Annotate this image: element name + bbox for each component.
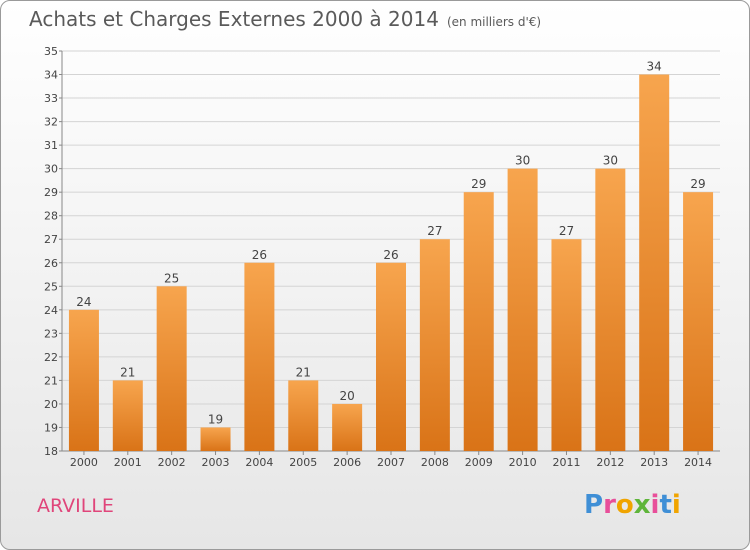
y-tick-label: 20 [44, 398, 58, 411]
x-tick-labels: 2000 2001 2002 2003 2004 2005 2006 2007 2008 2009… [70, 456, 712, 469]
data-label: 24 [76, 295, 91, 309]
data-label: 19 [208, 412, 223, 426]
data-label: 21 [120, 365, 135, 379]
x-tick-label: 2004 [245, 456, 273, 469]
bar [463, 192, 494, 452]
bar [595, 168, 626, 451]
data-label: 34 [647, 60, 662, 74]
y-tick-label: 29 [44, 186, 58, 199]
data-label: 25 [164, 271, 179, 285]
bar [200, 427, 231, 451]
data-label: 30 [603, 154, 618, 168]
x-tick-label: 2003 [202, 456, 230, 469]
chart-unit-note: (en milliers d'€) [446, 15, 542, 29]
bar [156, 286, 187, 451]
y-tick-label: 21 [44, 374, 58, 387]
logo-letter: o [615, 490, 634, 520]
y-tick-label: 24 [44, 304, 58, 317]
y-tick-label: 27 [44, 233, 58, 246]
x-tick-label: 2011 [552, 456, 580, 469]
y-tick-label: 22 [44, 351, 58, 364]
logo-letter: r [603, 490, 616, 520]
proxiti-logo[interactable]: Proxiti [584, 490, 681, 520]
chart-title-block: Achats et Charges Externes 2000 à 2014 (e… [29, 7, 541, 31]
logo-letter: i [650, 490, 660, 520]
x-tick-label: 2008 [421, 456, 449, 469]
data-label: 26 [252, 248, 267, 262]
y-tick-label: 33 [44, 92, 58, 105]
bar [507, 168, 538, 451]
x-tick-label: 2014 [684, 456, 712, 469]
x-tick-label: 2010 [509, 456, 537, 469]
bar [332, 403, 363, 451]
data-label: 29 [690, 177, 705, 191]
y-tick-label: 31 [44, 139, 58, 152]
x-tick-label: 2006 [333, 456, 361, 469]
x-tick-label: 2002 [158, 456, 186, 469]
logo-letter: i [671, 490, 681, 520]
logo-letter: P [584, 490, 604, 520]
y-tick-label: 28 [44, 210, 58, 223]
y-tick-label: 35 [44, 45, 58, 58]
data-label: 29 [471, 177, 486, 191]
bar [551, 239, 582, 451]
data-label: 30 [515, 154, 530, 168]
y-tick-label: 23 [44, 327, 58, 340]
bar [639, 74, 670, 451]
logo-letter: t [659, 490, 672, 520]
bar [683, 192, 714, 452]
data-labels: 24 21 25 19 26 21 20 26 27 29 30 27 30 34 29 [76, 60, 705, 427]
logo-letter: x [633, 490, 651, 520]
commune-name: ARVILLE [37, 495, 114, 517]
bar [288, 380, 319, 451]
y-tick-label: 34 [44, 69, 58, 82]
data-label: 20 [339, 389, 354, 403]
bar [376, 262, 406, 451]
chart-title: Achats et Charges Externes 2000 à 2014 [29, 7, 439, 31]
y-tick-label: 32 [44, 116, 58, 129]
y-tick-label: 30 [44, 163, 58, 176]
x-tick-label: 2007 [377, 456, 405, 469]
bar [68, 309, 99, 451]
x-tick-label: 2005 [289, 456, 317, 469]
bars [68, 74, 714, 452]
y-tick-label: 19 [44, 421, 58, 434]
y-tick-labels: 18 19 20 21 22 23 24 25 26 27 28 29 30 31 32 33 34 35 [44, 45, 58, 458]
y-tick-label: 18 [44, 445, 58, 458]
data-label: 27 [559, 224, 574, 238]
data-label: 26 [383, 248, 398, 262]
x-tick-label: 2012 [596, 456, 624, 469]
bar [244, 262, 275, 451]
bar [112, 380, 143, 451]
data-label: 21 [296, 365, 311, 379]
x-tick-label: 2009 [465, 456, 493, 469]
data-label: 27 [427, 224, 442, 238]
x-tick-label: 2013 [640, 456, 668, 469]
y-tick-label: 25 [44, 280, 58, 293]
x-tick-label: 2000 [70, 456, 98, 469]
x-tick-label: 2001 [114, 456, 142, 469]
bar [419, 239, 450, 451]
y-tick-label: 26 [44, 257, 58, 270]
